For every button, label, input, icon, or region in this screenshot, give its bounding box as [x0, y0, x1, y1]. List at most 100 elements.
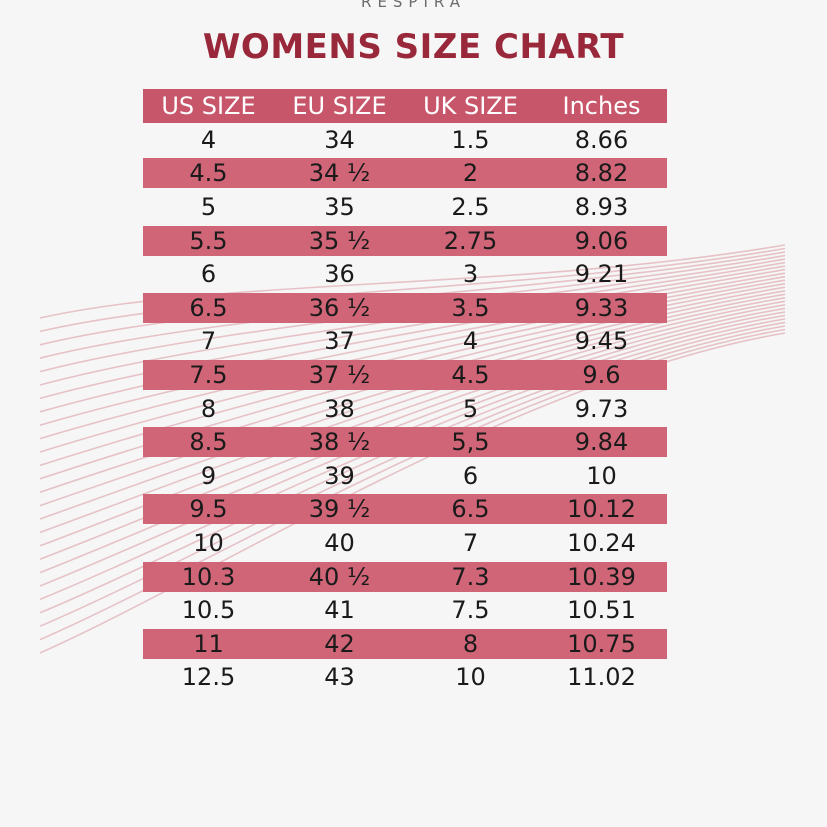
cell-us-size: 10	[193, 528, 224, 557]
cell-us-size: 12.5	[181, 663, 236, 692]
cell-eu-size: 40	[324, 528, 355, 557]
header-uk-size: UK SIZE	[423, 92, 518, 120]
cell-inches: 9.84	[574, 428, 629, 457]
header-eu-size: EU SIZE	[292, 92, 387, 120]
table-row: 7.5 37 ½ 4.5 9.6	[143, 359, 667, 390]
cell-us-size: 6.5	[189, 293, 228, 322]
cell-uk-size: 10	[455, 663, 486, 692]
cell-eu-size: 39	[324, 461, 355, 490]
wave-line	[39, 275, 786, 440]
cell-eu-size: 39 ½	[308, 495, 371, 524]
table-row: 7 37 4 9.45	[143, 325, 667, 359]
table-row: 9.5 39 ½ 6.5 10.12	[143, 494, 667, 525]
table-row: 9 39 6 10	[143, 459, 667, 493]
table-row: 8 38 5 9.73	[143, 392, 667, 426]
cell-us-size: 6	[200, 260, 217, 289]
table-row: 11 42 8 10.75	[143, 628, 667, 659]
wave-line	[39, 300, 786, 534]
size-table: US SIZE EU SIZE UK SIZE Inches 4 34 1.5 8.6…	[143, 89, 667, 694]
cell-us-size: 11	[193, 629, 224, 658]
cell-inches: 9.45	[574, 327, 629, 356]
table-header-row: US SIZE EU SIZE UK SIZE Inches	[143, 89, 667, 123]
cell-us-size: 8.5	[189, 428, 228, 457]
cell-us-size: 9	[200, 461, 217, 490]
cell-us-size: 4.5	[189, 159, 228, 188]
cell-eu-size: 38	[324, 394, 355, 423]
cell-eu-size: 34	[324, 125, 355, 154]
cell-us-size: 9.5	[189, 495, 228, 524]
cell-inches: 9.6	[582, 360, 621, 389]
cell-inches: 9.73	[574, 394, 629, 423]
cell-uk-size: 6	[462, 461, 479, 490]
cell-us-size: 5	[200, 192, 217, 221]
cell-uk-size: 8	[462, 629, 479, 658]
table-row: 5.5 35 ½ 2.75 9.06	[143, 225, 667, 256]
cell-inches: 8.93	[574, 192, 629, 221]
cell-uk-size: 7.5	[451, 596, 490, 625]
table-row: 6 36 3 9.21	[143, 257, 667, 291]
table-row: 4.5 34 ½ 2 8.82	[143, 158, 667, 189]
cell-inches: 10.12	[567, 495, 636, 524]
cell-uk-size: 4.5	[451, 360, 490, 389]
cell-inches: 11.02	[567, 663, 636, 692]
cell-inches: 10.75	[567, 629, 636, 658]
cell-eu-size: 42	[324, 629, 355, 658]
cell-uk-size: 5	[462, 394, 479, 423]
wave-line	[39, 325, 786, 627]
cell-uk-size: 5,5	[451, 428, 490, 457]
cell-us-size: 8	[200, 394, 217, 423]
cell-eu-size: 35	[324, 192, 355, 221]
table-row: 12.5 43 10 11.02	[143, 661, 667, 695]
cell-inches: 9.33	[574, 293, 629, 322]
cell-eu-size: 37 ½	[308, 360, 371, 389]
wave-line	[39, 328, 786, 641]
table-row: 8.5 38 ½ 5,5 9.84	[143, 427, 667, 458]
cell-uk-size: 7.3	[451, 562, 490, 591]
cell-uk-size: 4	[462, 327, 479, 356]
cell-inches: 10.39	[567, 562, 636, 591]
table-row: 10.3 40 ½ 7.3 10.39	[143, 561, 667, 592]
cell-eu-size: 43	[324, 663, 355, 692]
cell-inches: 9.06	[574, 226, 629, 255]
brand-name: RESPIRA	[361, 0, 466, 11]
cell-us-size: 5.5	[189, 226, 228, 255]
wave-line	[39, 332, 786, 654]
cell-inches: 10	[586, 461, 617, 490]
cell-uk-size: 1.5	[451, 125, 490, 154]
table-row: 5 35 2.5 8.93	[143, 190, 667, 224]
wave-line	[39, 304, 786, 547]
cell-uk-size: 3.5	[451, 293, 490, 322]
wave-line	[39, 265, 786, 400]
wave-line	[39, 247, 786, 333]
cell-eu-size: 37	[324, 327, 355, 356]
cell-eu-size: 35 ½	[308, 226, 371, 255]
cell-us-size: 7.5	[189, 360, 228, 389]
cell-inches: 9.21	[574, 260, 629, 289]
cell-uk-size: 2.5	[451, 192, 490, 221]
cell-eu-size: 41	[324, 596, 355, 625]
cell-eu-size: 38 ½	[308, 428, 371, 457]
cell-eu-size: 34 ½	[308, 159, 371, 188]
cell-uk-size: 6.5	[451, 495, 490, 524]
table-row: 10.5 41 7.5 10.51	[143, 593, 667, 627]
header-us-size: US SIZE	[161, 92, 256, 120]
cell-eu-size: 36	[324, 260, 355, 289]
wave-line	[39, 297, 786, 520]
cell-us-size: 10.3	[181, 562, 236, 591]
wave-line	[39, 307, 786, 560]
wave-line	[39, 272, 786, 426]
cell-us-size: 10.5	[181, 596, 236, 625]
cell-uk-size: 2	[462, 159, 479, 188]
cell-eu-size: 40 ½	[308, 562, 371, 591]
table-row: 10 40 7 10.24	[143, 526, 667, 560]
cell-us-size: 7	[200, 327, 217, 356]
cell-inches: 10.51	[567, 596, 636, 625]
cell-us-size: 4	[200, 125, 217, 154]
table-row: 6.5 36 ½ 3.5 9.33	[143, 292, 667, 323]
header-inches: Inches	[562, 92, 641, 120]
wave-line	[39, 268, 786, 413]
wave-line	[39, 244, 786, 319]
cell-uk-size: 2.75	[443, 226, 498, 255]
